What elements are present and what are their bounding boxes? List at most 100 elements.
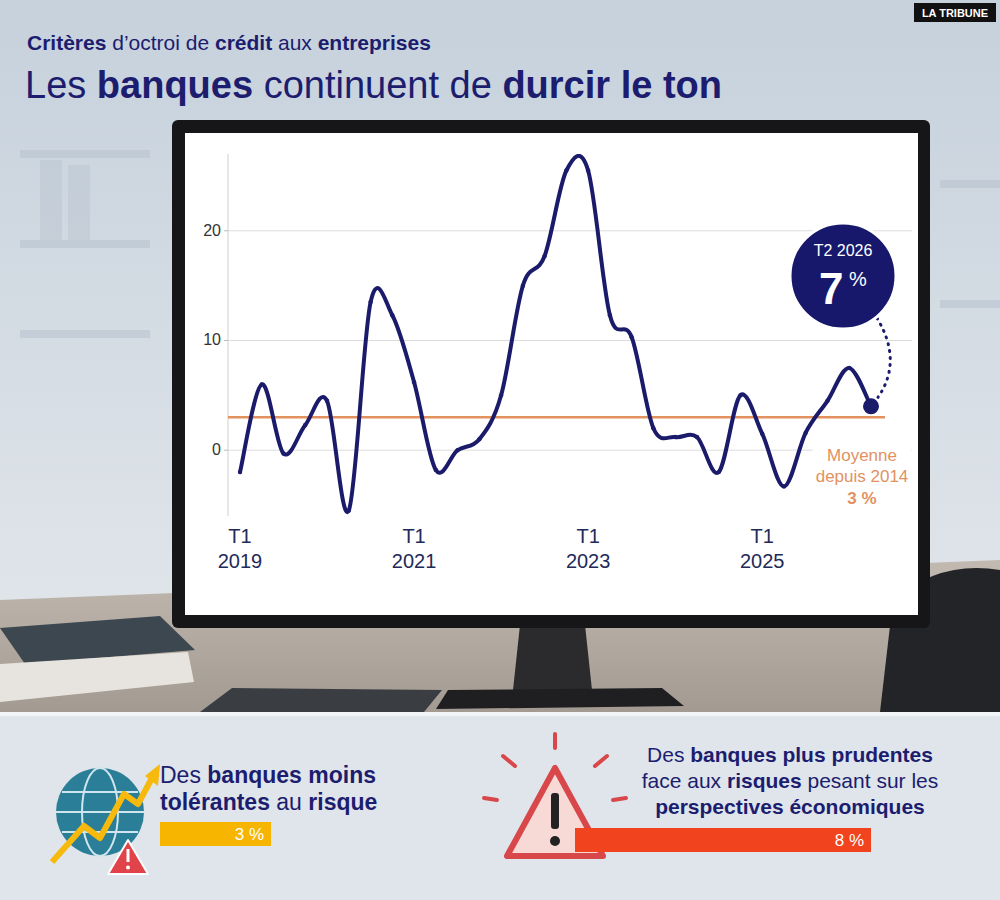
shelf: [20, 150, 150, 158]
background: [0, 0, 1000, 712]
warning-small-dot: [126, 866, 130, 870]
axes: 01020T12019T12021T12023T12025: [203, 154, 912, 572]
indicator: Des banques plus prudentesface aux risqu…: [575, 743, 938, 852]
grid-line: [228, 340, 912, 341]
data-point: [804, 430, 808, 434]
logo-text: LA TRIBUNE: [922, 7, 988, 19]
data-point: [673, 435, 677, 439]
average-line: [228, 416, 885, 419]
data-point: [390, 313, 394, 317]
indicator-text: Des banques plus prudentes: [647, 743, 933, 766]
shelf: [940, 300, 1000, 308]
callout-title: T2 2026: [814, 242, 873, 259]
average-label-patch: [813, 444, 912, 510]
indicator-text: Des banques moins: [160, 762, 376, 788]
x-tick-label-line: 2025: [740, 550, 785, 572]
arrow-head: [145, 764, 160, 786]
data-point: [542, 254, 546, 258]
callout-value: 7 %: [819, 264, 867, 313]
indicator-text-part: banques plus prudentes: [690, 743, 933, 766]
subtitle-part: Critères: [27, 31, 106, 54]
x-tick-label: T12023: [566, 525, 611, 572]
warning-ray: [613, 798, 626, 800]
data-point: [716, 470, 720, 474]
logo-box: [914, 3, 996, 22]
data-point: [412, 380, 416, 384]
average-label-text: Moyenne depuis 2014: [816, 446, 909, 486]
y-tick-label: 20: [203, 222, 221, 239]
indicator-text-part: perspectives économiques: [655, 795, 925, 818]
average-label-line: depuis 2014: [816, 467, 909, 486]
subtitle: Critères d’octroi de crédit aux entrepri…: [27, 31, 431, 54]
title: Les banques continuent de durcir le ton: [25, 64, 722, 106]
warning-small-bar: [127, 849, 130, 862]
indicator-value: 8 %: [835, 831, 864, 850]
data-point: [608, 313, 612, 317]
shelf: [940, 180, 1000, 188]
x-tick-label-line: 2021: [392, 550, 437, 572]
data-point: [434, 468, 438, 472]
data-point: [782, 484, 786, 488]
data-point: [347, 508, 351, 512]
subtitle-part: d’octroi de: [106, 31, 215, 54]
data-point: [455, 448, 459, 452]
indicator-text-part: au: [270, 789, 308, 815]
panel-divider: [0, 712, 1000, 716]
subtitle-part: crédit: [215, 31, 272, 54]
callout: T2 2026 7 %: [790, 223, 896, 397]
callout-value-unit: %: [844, 268, 868, 290]
y-tick: [224, 230, 228, 231]
bottom-panel: [0, 712, 1000, 900]
data-point: [303, 423, 307, 427]
x-tick-label: T1 2019: [218, 525, 263, 572]
warning-bar: [551, 793, 559, 829]
title-part: Les: [25, 64, 97, 106]
data-point: [586, 168, 590, 172]
indicator-bar: [575, 828, 871, 852]
keyboard: [200, 688, 442, 712]
subtitle-part: aux: [272, 31, 318, 54]
data-point: [695, 435, 699, 439]
warning-ray: [503, 756, 515, 766]
warning-ray: [553, 734, 557, 748]
average-label-line: Moyenne: [827, 446, 897, 465]
last-point: [863, 398, 879, 414]
data-point: [564, 168, 568, 172]
shelf: [20, 330, 150, 338]
monitor-screen: [185, 133, 918, 615]
data-point: [238, 470, 242, 474]
book: [0, 652, 194, 702]
x-tick-label-line: T1: [228, 525, 251, 547]
data-line: [240, 156, 871, 512]
x-tick-label-line: 2019: [218, 550, 263, 572]
data-point: [738, 393, 742, 397]
indicator: Des banques moinstolérantes au risque 3 %: [160, 762, 377, 846]
binder: [68, 165, 90, 240]
data-point: [651, 426, 655, 430]
indicator-text-part: Des: [647, 743, 690, 766]
average-value: 3 %: [847, 489, 876, 508]
indicator-text: perspectives économiques: [655, 795, 925, 818]
title-part: durcir le ton: [502, 64, 722, 106]
arrow: [52, 778, 152, 862]
indicator-text-part: banques moins: [207, 762, 376, 788]
monitor-neck: [513, 625, 592, 690]
monitor-bezel: [172, 120, 930, 628]
x-tick-label-line: T1: [402, 525, 425, 547]
indicator-text-part: risque: [308, 789, 377, 815]
indicator-text-part: tolérantes: [160, 789, 270, 815]
data-point: [629, 335, 633, 339]
warning-small: [108, 840, 148, 874]
data-point: [760, 432, 764, 436]
data-point: [281, 451, 285, 455]
title-part: continuent de: [253, 64, 502, 106]
indicator-text-part: risques: [727, 769, 802, 792]
indicator-text-part: pesant sur les: [802, 769, 939, 792]
plot-marks: [228, 156, 885, 513]
x-tick-label-line: T1: [576, 525, 599, 547]
data-point: [521, 283, 525, 287]
warning-ray: [595, 756, 607, 766]
data-point: [499, 393, 503, 397]
indicator-value: 3 %: [235, 825, 264, 844]
canvas: LA TRIBUNE Critères d’octroi de crédit au…: [0, 0, 1000, 900]
